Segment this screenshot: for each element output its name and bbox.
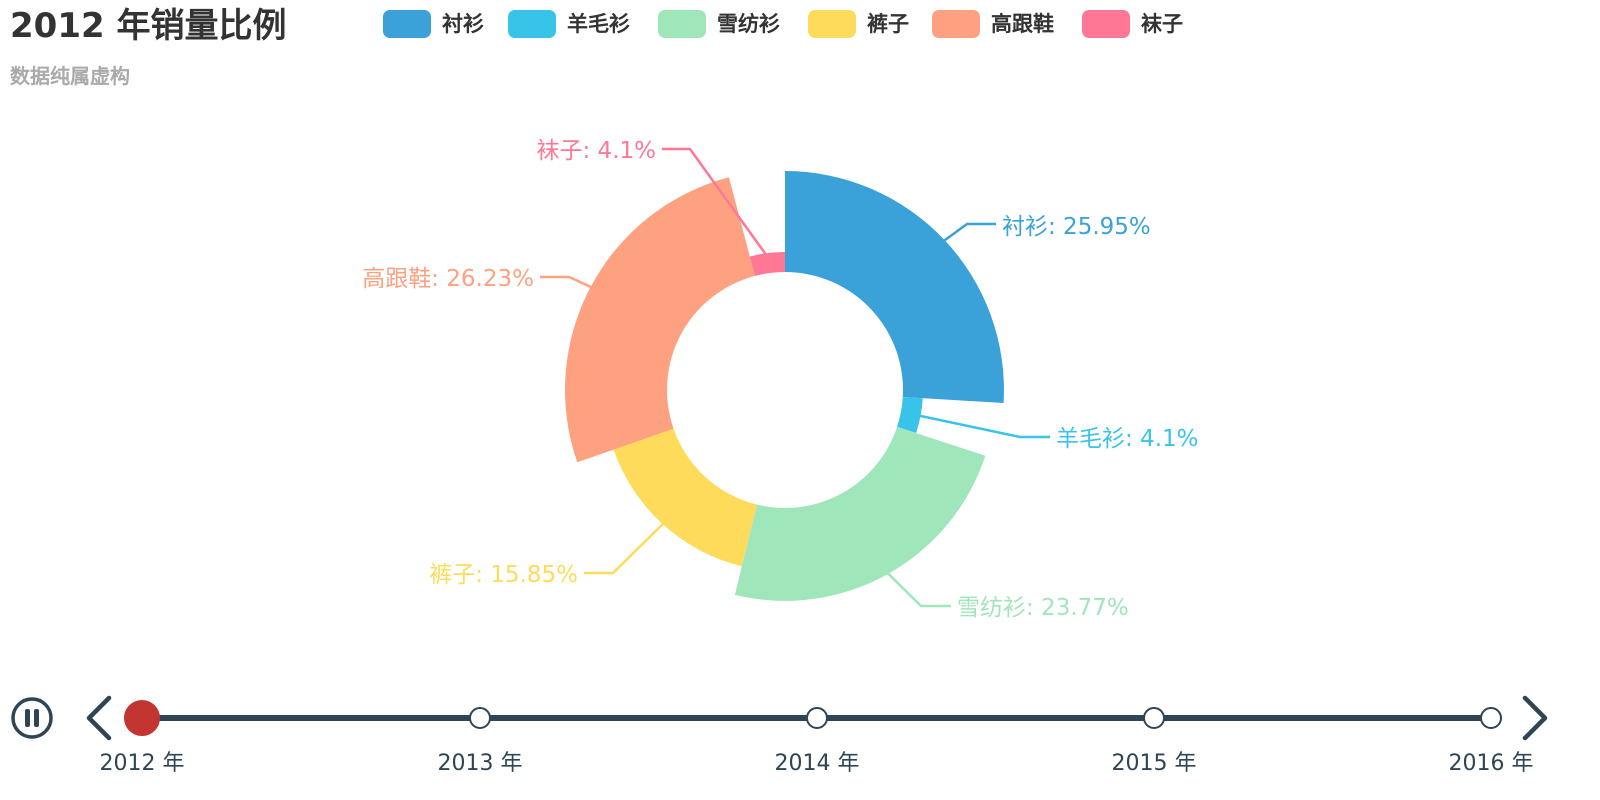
timeline-point-item-2[interactable] bbox=[469, 707, 491, 729]
timeline-point-item-1[interactable] bbox=[124, 700, 160, 736]
slice-label-item-1: 衬衫: 25.95% bbox=[1002, 214, 1151, 240]
pie-slice-item-4[interactable] bbox=[613, 428, 757, 567]
legend-label: 高跟鞋 bbox=[991, 12, 1054, 36]
pie-slice-item-5[interactable] bbox=[564, 177, 755, 463]
slice-label-item-6: 袜子: 4.1% bbox=[537, 138, 657, 164]
pause-icon bbox=[25, 709, 39, 727]
pie-slice-item-2[interactable] bbox=[897, 397, 923, 434]
legend-swatch bbox=[932, 10, 980, 38]
chart-title: 2012 年销量比例 bbox=[10, 6, 286, 46]
play-pause-button[interactable] bbox=[11, 697, 53, 739]
timeline-point-item-5[interactable] bbox=[1480, 707, 1502, 729]
leader-line-item-2 bbox=[916, 413, 1050, 439]
legend-item-item-4[interactable]: 裤子 bbox=[808, 10, 909, 38]
timeline-label-item-1[interactable]: 2012 年 bbox=[100, 751, 185, 776]
legend-item-item-3[interactable]: 雪纺衫 bbox=[658, 10, 780, 38]
leader-line-item-6 bbox=[662, 147, 769, 258]
slice-label-item-3: 雪纺衫: 23.77% bbox=[957, 595, 1129, 621]
timeline-label-item-4[interactable]: 2015 年 bbox=[1112, 751, 1197, 776]
pie-slices bbox=[564, 171, 1004, 601]
legend-label: 裤子 bbox=[867, 12, 909, 36]
chevron-left-icon[interactable] bbox=[86, 695, 112, 741]
legend-swatch bbox=[808, 10, 856, 38]
legend-swatch bbox=[1082, 10, 1130, 38]
timeline-label-item-2[interactable]: 2013 年 bbox=[438, 751, 523, 776]
legend-swatch bbox=[658, 10, 706, 38]
slice-label-item-2: 羊毛衫: 4.1% bbox=[1056, 426, 1199, 452]
legend-item-item-2[interactable]: 羊毛衫 bbox=[508, 10, 630, 38]
timeline-label-item-5[interactable]: 2016 年 bbox=[1449, 751, 1534, 776]
pie-labels: 衬衫: 25.95% 羊毛衫: 4.1% 雪纺衫: 23.77% 裤子: 15.85%… bbox=[362, 138, 1198, 621]
legend-item-item-6[interactable]: 袜子 bbox=[1082, 10, 1183, 38]
pie-slice-item-1[interactable] bbox=[785, 171, 1004, 404]
chevron-right-icon[interactable] bbox=[1522, 695, 1548, 741]
pie-slice-item-3[interactable] bbox=[734, 426, 986, 601]
chart-subtitle: 数据纯属虚构 bbox=[10, 64, 130, 88]
legend-label: 羊毛衫 bbox=[567, 12, 630, 36]
leader-line-item-1 bbox=[940, 222, 996, 244]
legend: 衬衫 羊毛衫 雪纺衫 裤子 高跟鞋 袜子 bbox=[383, 10, 1183, 38]
leader-line-item-3 bbox=[884, 569, 951, 608]
timeline-point-item-3[interactable] bbox=[806, 707, 828, 729]
timeline-label-item-3[interactable]: 2014 年 bbox=[775, 751, 860, 776]
legend-swatch bbox=[508, 10, 556, 38]
play-pause-ring bbox=[11, 697, 53, 739]
legend-label: 衬衫 bbox=[442, 12, 484, 36]
timeline: 2012 年 2013 年 2014 年 2015 年 2016 年 bbox=[11, 695, 1548, 776]
leader-line-item-4 bbox=[584, 520, 667, 575]
legend-swatch bbox=[383, 10, 431, 38]
leader-line-item-5 bbox=[540, 275, 595, 290]
slice-label-item-5: 高跟鞋: 26.23% bbox=[362, 266, 534, 292]
pie-slice-item-6[interactable] bbox=[749, 252, 785, 276]
legend-item-item-1[interactable]: 衬衫 bbox=[383, 10, 484, 38]
legend-item-item-5[interactable]: 高跟鞋 bbox=[932, 10, 1054, 38]
legend-label: 袜子 bbox=[1141, 12, 1183, 36]
title-group: 2012 年销量比例 数据纯属虚构 bbox=[10, 6, 286, 88]
slice-label-item-4: 裤子: 15.85% bbox=[429, 562, 578, 588]
timeline-point-item-4[interactable] bbox=[1143, 707, 1165, 729]
legend-label: 雪纺衫 bbox=[717, 12, 780, 36]
